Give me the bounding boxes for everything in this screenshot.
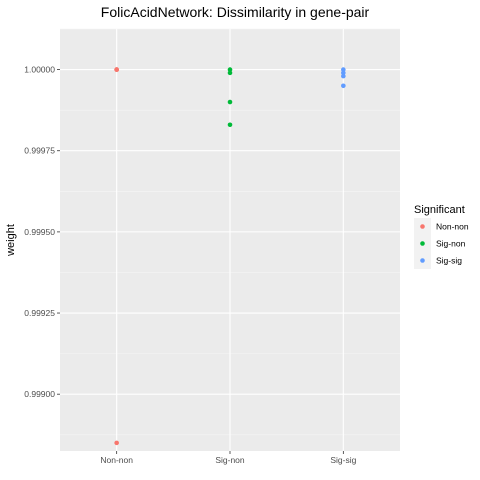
legend-title: Significant xyxy=(414,204,465,216)
legend-marker xyxy=(420,258,425,263)
y-tick-label: 0.99950 xyxy=(24,227,55,237)
x-tick-label: Non-non xyxy=(100,455,133,465)
x-tick-label: Sig-non xyxy=(215,455,245,465)
data-point xyxy=(227,99,233,105)
legend-label: Sig-sig xyxy=(436,256,462,266)
data-point xyxy=(227,67,233,72)
chart-title: FolicAcidNetwork: Dissimilarity in gene-… xyxy=(101,4,370,20)
y-tick-label: 0.99925 xyxy=(24,308,55,318)
data-point xyxy=(341,67,346,72)
data-point xyxy=(227,122,233,128)
data-point xyxy=(341,70,346,76)
legend: Significant Non-non Sig-non Sig-sig xyxy=(414,204,469,269)
data-point xyxy=(114,440,119,446)
legend-marker xyxy=(420,224,425,229)
legend-label: Sig-non xyxy=(436,239,466,249)
y-tick-label: 1.00000 xyxy=(24,65,55,75)
x-tick-label: Sig-sig xyxy=(330,455,356,465)
data-point xyxy=(341,73,346,79)
data-point xyxy=(341,83,346,89)
x-axis: Non-non Sig-non Sig-sig xyxy=(100,451,357,465)
y-axis: 0.99900 0.99925 0.99950 0.99975 1.00000 xyxy=(24,65,60,399)
data-points xyxy=(114,67,346,446)
y-tick-label: 0.99900 xyxy=(24,389,55,399)
y-tick-label: 0.99975 xyxy=(24,146,55,156)
legend-marker xyxy=(420,241,425,246)
data-point xyxy=(227,70,233,76)
legend-label: Non-non xyxy=(436,222,469,232)
data-point xyxy=(114,67,119,72)
y-axis-label: weight xyxy=(5,224,17,257)
